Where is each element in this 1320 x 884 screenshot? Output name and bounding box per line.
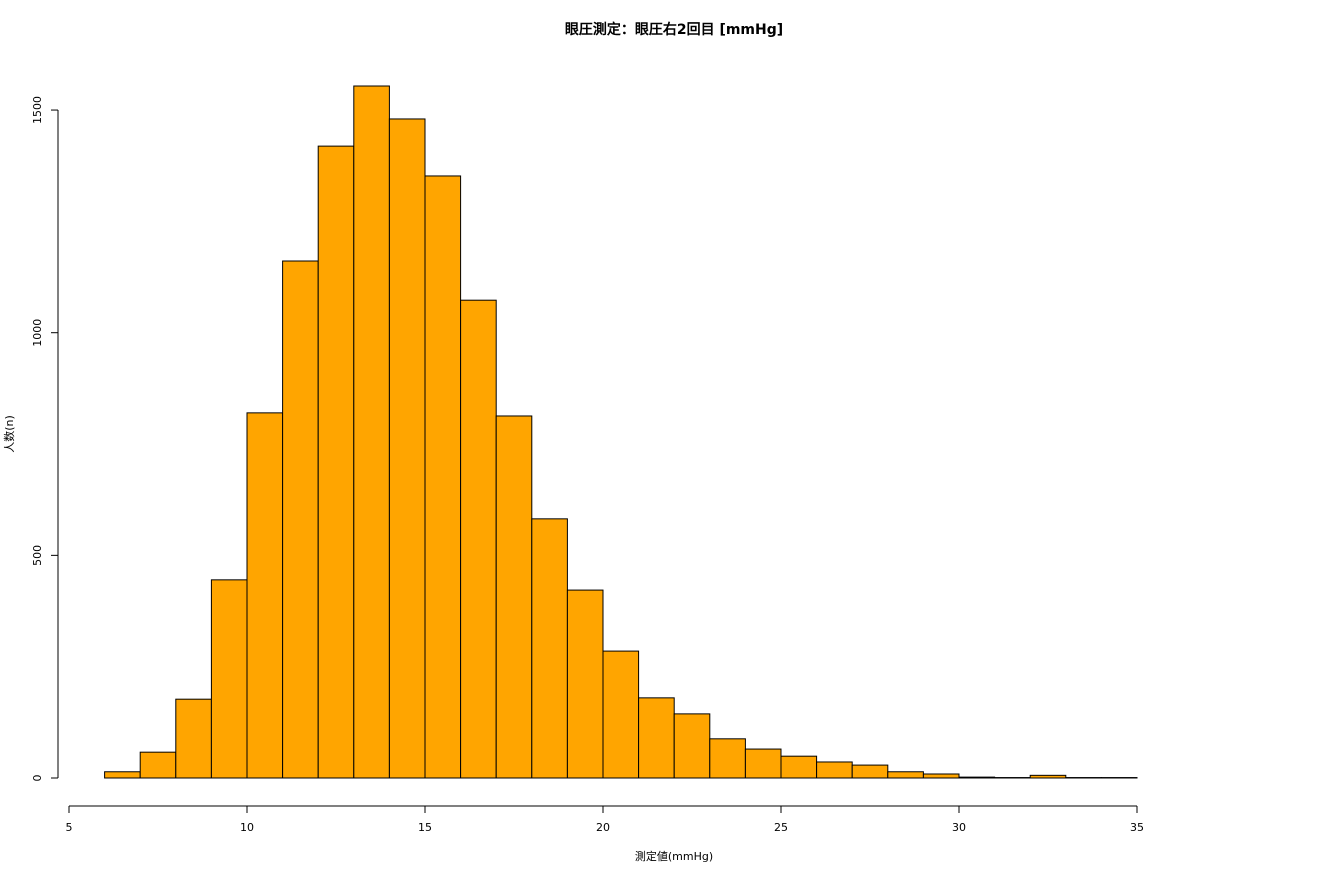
y-tick-label: 1500 — [31, 96, 44, 124]
x-tick-label: 35 — [1130, 821, 1144, 834]
x-tick-label: 10 — [240, 821, 254, 834]
bar — [425, 176, 461, 778]
bar — [496, 416, 532, 778]
x-axis-label: 測定値(mmHg) — [635, 849, 713, 863]
y-tick-label: 0 — [31, 775, 44, 782]
bar — [674, 714, 710, 778]
bar — [745, 749, 781, 778]
bar — [247, 413, 283, 778]
y-axis-label: 人数(n) — [3, 415, 16, 453]
bar — [354, 86, 390, 778]
bar — [817, 762, 853, 778]
x-tick-label: 30 — [952, 821, 966, 834]
y-tick-label: 500 — [31, 545, 44, 566]
bar — [923, 774, 959, 778]
bar — [283, 261, 319, 778]
bar — [603, 651, 639, 778]
bar — [176, 699, 212, 778]
y-tick-label: 1000 — [31, 319, 44, 347]
bar — [1030, 775, 1066, 778]
bar — [959, 777, 995, 778]
bar — [532, 519, 568, 778]
bar — [781, 756, 817, 778]
bar — [211, 580, 247, 778]
bar — [567, 590, 603, 778]
x-tick-label: 15 — [418, 821, 432, 834]
bar — [389, 119, 425, 778]
bar — [318, 146, 354, 778]
bar — [140, 752, 176, 778]
chart-title: 眼圧測定：眼圧右2回目 [mmHg] — [565, 21, 783, 38]
x-tick-label: 20 — [596, 821, 610, 834]
bar — [461, 300, 497, 778]
x-tick-label: 25 — [774, 821, 788, 834]
bar — [639, 698, 675, 778]
bar — [710, 739, 746, 778]
bar — [105, 772, 141, 778]
x-tick-label: 5 — [66, 821, 73, 834]
bar — [888, 772, 924, 778]
bar — [852, 765, 888, 778]
